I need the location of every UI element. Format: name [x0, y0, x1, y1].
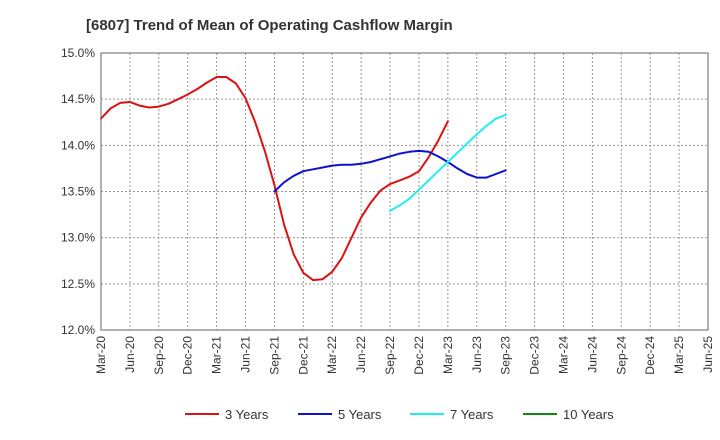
- y-axis-ticks: 12.0% 12.5% 13.0% 13.5% 14.0% 14.5% 15.0%: [61, 46, 95, 337]
- x-tick-label: Jun-20: [123, 336, 137, 373]
- x-axis-ticks: Mar-20 Jun-20 Sep-20 Dec-20 Mar-21 Jun-21 Sep-…: [94, 336, 715, 375]
- series-line-1: [100, 76, 449, 282]
- x-tick-label: Dec-21: [296, 336, 310, 375]
- x-tick-label: Sep-24: [614, 336, 628, 375]
- x-tick-label: Dec-20: [181, 336, 195, 375]
- x-tick-label: Mar-25: [672, 336, 686, 374]
- x-tick-label: Sep-22: [383, 336, 397, 375]
- x-tick-label: Sep-20: [152, 336, 166, 375]
- x-tick-label: Mar-20: [94, 336, 108, 374]
- legend-label: 7 Years: [450, 407, 494, 422]
- series-lines: [100, 76, 507, 282]
- x-tick-label: Sep-23: [499, 336, 513, 375]
- grid: [100, 52, 709, 331]
- x-tick-label: Jun-24: [585, 336, 599, 373]
- y-tick-label: 14.5%: [61, 92, 95, 106]
- y-tick-label: 15.0%: [61, 46, 95, 60]
- x-tick-label: Jun-21: [239, 336, 253, 373]
- y-tick-label: 12.5%: [61, 277, 95, 291]
- y-tick-label: 13.5%: [61, 185, 95, 199]
- y-tick-label: 12.0%: [61, 323, 95, 337]
- legend-label: 5 Years: [338, 407, 382, 422]
- x-tick-label: Dec-22: [412, 336, 426, 375]
- legend: 3 Years 5 Years 7 Years 10 Years: [185, 407, 614, 422]
- series-line-3: [389, 113, 507, 212]
- plot-frame: [100, 52, 709, 331]
- x-tick-label: Sep-21: [267, 336, 281, 375]
- x-tick-label: Jun-22: [354, 336, 368, 373]
- chart-title: [6807] Trend of Mean of Operating Cashfl…: [86, 17, 453, 34]
- x-tick-label: Mar-21: [210, 336, 224, 374]
- x-tick-label: Dec-24: [643, 336, 657, 375]
- x-tick-label: Dec-23: [528, 336, 542, 375]
- series-line-2: [273, 149, 507, 193]
- legend-label: 10 Years: [563, 407, 614, 422]
- legend-label: 3 Years: [225, 407, 269, 422]
- x-tick-label: Mar-22: [325, 336, 339, 374]
- x-tick-label: Mar-23: [441, 336, 455, 374]
- y-tick-label: 13.0%: [61, 231, 95, 245]
- x-tick-label: Mar-24: [556, 336, 570, 374]
- x-tick-label: Jun-25: [701, 336, 715, 373]
- y-tick-label: 14.0%: [61, 138, 95, 152]
- x-tick-label: Jun-23: [470, 336, 484, 373]
